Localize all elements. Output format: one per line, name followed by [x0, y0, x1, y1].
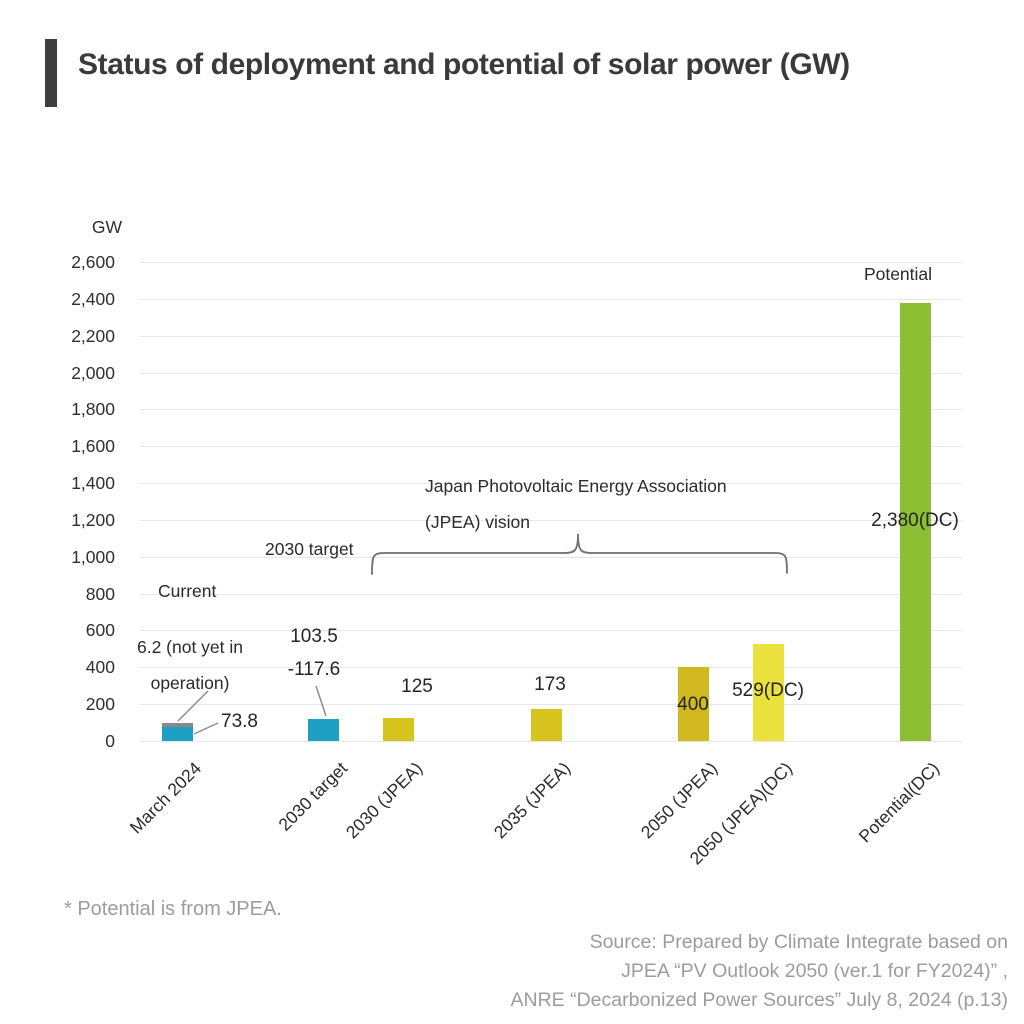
gridline — [140, 556, 962, 558]
gridline — [140, 372, 962, 374]
y-tick-label: 800 — [85, 583, 115, 604]
not-yet-in-operation-annotation: 6.2 (not yet in operation) — [136, 637, 244, 693]
source-line: JPEA “PV Outlook 2050 (ver.1 for FY2024)… — [621, 960, 1008, 982]
gridline — [140, 667, 962, 669]
source-attribution: Source: Prepared by Climate Integrate ba… — [511, 928, 1008, 1015]
y-tick-label: 1,800 — [71, 399, 115, 420]
potential-annotation: Potential — [863, 264, 933, 284]
value-label-potential: 2,380(DC) — [871, 510, 959, 531]
y-tick-label: 1,400 — [71, 473, 115, 494]
value-label-2050-jpea: 400 — [677, 694, 709, 715]
value-label-2035-jpea: 173 — [534, 674, 566, 695]
leader-line-target-range — [315, 685, 327, 717]
y-tick-label: 1,000 — [71, 546, 115, 567]
value-label-2030-target: 103.5 -117.6 — [287, 626, 341, 680]
bar-cap-not-yet-in-operation — [161, 723, 193, 728]
y-tick-label: 2,600 — [71, 252, 115, 272]
gridline — [140, 446, 962, 448]
y-tick-label: 0 — [105, 731, 115, 751]
gridline — [140, 741, 962, 742]
y-tick-label: 400 — [85, 657, 115, 678]
bar-2030-target — [307, 719, 339, 741]
x-axis-label-2050-jpea-dc: 2050 (JPEA)(DC) — [685, 758, 797, 869]
gridline — [140, 704, 962, 706]
bar-2035-jpea — [530, 709, 562, 741]
gridline — [140, 409, 962, 411]
y-tick-label: 1,600 — [71, 436, 115, 457]
gridline — [140, 483, 962, 485]
source-line: ANRE “Decarbonized Power Sources” July 8… — [510, 989, 1008, 1011]
gridline — [140, 630, 962, 632]
gridline — [140, 593, 962, 595]
gridline — [140, 298, 962, 300]
value-label-2050-jpea-dc: 529(DC) — [732, 680, 804, 701]
y-axis-unit-label: GW — [91, 217, 122, 237]
gridline — [140, 335, 962, 337]
y-tick-label: 2,000 — [71, 362, 115, 383]
x-axis-label-2035-jpea: 2035 (JPEA) — [489, 758, 575, 843]
y-tick-label: 2,200 — [71, 325, 115, 346]
gridline — [140, 262, 962, 263]
y-tick-label: 200 — [85, 694, 115, 715]
bar-2050-jpea-dc — [752, 643, 784, 741]
y-tick-label: 1,200 — [71, 509, 115, 530]
bar-potential-dc — [899, 302, 931, 741]
source-line: Source: Prepared by Climate Integrate ba… — [589, 931, 1008, 953]
y-tick-label: 2,400 — [71, 288, 115, 309]
leader-line-73-8 — [193, 722, 219, 735]
current-annotation: Current — [158, 581, 217, 601]
jpea-vision-brace — [371, 533, 788, 575]
bar-2030-jpea — [382, 717, 414, 741]
gridline — [140, 519, 962, 521]
bar-march-2024 — [161, 727, 193, 741]
x-axis-label-2030-jpea: 2030 (JPEA) — [341, 758, 427, 843]
value-label-2030-jpea: 125 — [401, 676, 433, 697]
value-label-march-2024: 73.8 — [221, 711, 258, 732]
x-axis-label-potential-dc: Potential(DC) — [854, 758, 944, 847]
title-accent-bar — [45, 39, 57, 107]
bar-2050-jpea — [677, 667, 709, 741]
2030-target-annotation: 2030 target — [265, 539, 354, 559]
y-tick-label: 600 — [85, 620, 115, 641]
footnote: * Potential is from JPEA. — [64, 898, 282, 920]
jpea-vision-annotation: Japan Photovoltaic Energy Association (J… — [425, 476, 727, 532]
page-title: Status of deployment and potential of so… — [78, 48, 850, 81]
